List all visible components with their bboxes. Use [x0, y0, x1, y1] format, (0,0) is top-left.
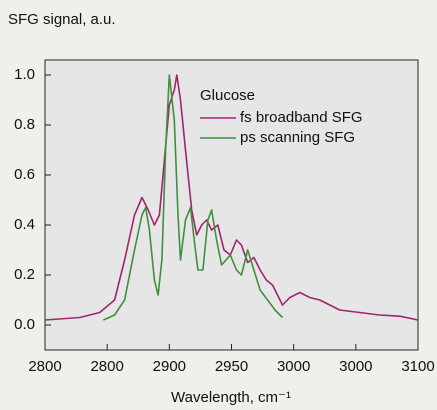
- x-axis-label: Wavelength, cm⁻¹: [171, 389, 291, 406]
- x-tick-label: 3000: [339, 358, 372, 375]
- y-tick-label: 0.0: [14, 316, 35, 333]
- y-tick-label: 0.6: [14, 166, 35, 183]
- x-tick-label: 2950: [215, 358, 248, 375]
- legend-title: Glucose: [200, 87, 255, 104]
- legend-label: fs broadband SFG: [240, 109, 363, 126]
- y-tick-label: 0.2: [14, 266, 35, 283]
- x-tick-label: 3100: [401, 358, 434, 375]
- x-tick-label: 2800: [90, 358, 123, 375]
- x-tick-label: 3000: [277, 358, 310, 375]
- y-tick-label: 0.4: [14, 216, 35, 233]
- y-axis-label: SFG signal, a.u.: [8, 11, 116, 28]
- x-tick-label: 2800: [28, 358, 61, 375]
- legend-label: ps scanning SFG: [240, 129, 355, 146]
- plot-area: [44, 59, 419, 351]
- x-tick-label: 2900: [153, 358, 186, 375]
- y-tick-label: 1.0: [14, 66, 35, 83]
- series-line: [103, 74, 284, 321]
- y-tick-label: 0.8: [14, 116, 35, 133]
